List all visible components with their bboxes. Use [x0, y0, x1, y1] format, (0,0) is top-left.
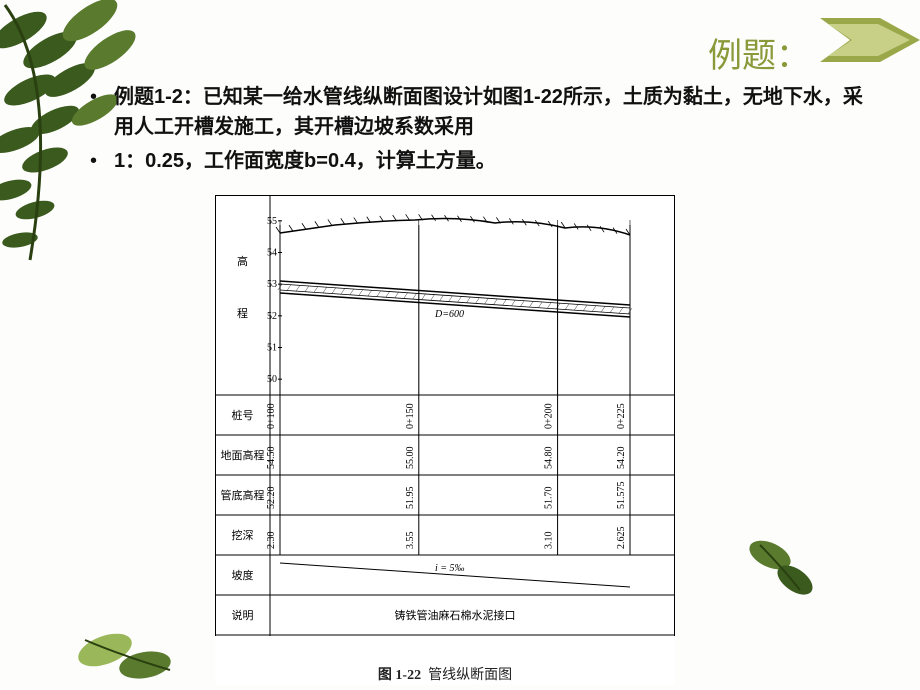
bullet-1: • 例题1-2：已知某一给水管线纵断面图设计如图1-22所示，土质为黏土，无地下… [90, 82, 870, 142]
leaf-bottom-left [70, 620, 190, 690]
svg-text:50: 50 [267, 374, 277, 385]
svg-text:55: 55 [267, 216, 277, 227]
bullet-dot: • [90, 82, 114, 142]
svg-text:54.50: 54.50 [266, 447, 277, 470]
svg-text:2.30: 2.30 [266, 532, 277, 550]
bullet-2: • 1：0.25，工作面宽度b=0.4，计算土方量。 [90, 146, 870, 176]
arrow-badge [820, 10, 920, 70]
svg-text:程: 程 [237, 307, 248, 320]
svg-text:0+100: 0+100 [266, 403, 277, 429]
svg-text:桩号: 桩号 [232, 408, 254, 422]
svg-text:54.80: 54.80 [544, 447, 555, 470]
svg-text:51.575: 51.575 [616, 482, 627, 510]
svg-text:54.20: 54.20 [616, 447, 627, 470]
svg-text:51: 51 [267, 343, 277, 354]
svg-text:55.00: 55.00 [405, 447, 416, 470]
svg-text:51.95: 51.95 [405, 487, 416, 510]
bullet-2-text: 1：0.25，工作面宽度b=0.4，计算土方量。 [114, 146, 870, 176]
svg-text:0+225: 0+225 [616, 403, 627, 429]
svg-text:52.20: 52.20 [266, 487, 277, 510]
svg-text:2.625: 2.625 [616, 527, 627, 550]
bullet-1-text: 例题1-2：已知某一给水管线纵断面图设计如图1-22所示，土质为黏土，无地下水，… [114, 82, 870, 142]
svg-text:说明: 说明 [232, 608, 254, 622]
svg-text:D=600: D=600 [434, 309, 464, 320]
svg-text:坡度: 坡度 [232, 568, 254, 582]
content-area: • 例题1-2：已知某一给水管线纵断面图设计如图1-22所示，土质为黏土，无地下… [90, 82, 870, 180]
svg-text:高: 高 [237, 254, 248, 268]
svg-text:铸铁管油麻石棉水泥接口: 铸铁管油麻石棉水泥接口 [395, 608, 516, 622]
svg-text:53: 53 [267, 279, 277, 290]
svg-text:52: 52 [267, 311, 277, 322]
leaf-mid-right [740, 530, 840, 610]
svg-text:地面高程: 地面高程 [221, 448, 265, 462]
bullet-dot: • [90, 146, 114, 176]
svg-text:i = 5‰: i = 5‰ [435, 563, 465, 574]
svg-text:51.70: 51.70 [544, 487, 555, 510]
svg-text:挖深: 挖深 [232, 528, 254, 542]
figure-profile: 高程 50 51 52 53 54 55 D=600 桩号 0+100 0+150 0+200 0+22… [215, 195, 675, 685]
svg-text:3.55: 3.55 [405, 532, 416, 550]
svg-text:0+150: 0+150 [405, 403, 416, 429]
svg-text:0+200: 0+200 [544, 403, 555, 429]
profile-chart: 高程 50 51 52 53 54 55 D=600 桩号 0+100 0+150 0+200 0+22… [215, 195, 675, 660]
figure-caption: 图 1-22 管线纵断面图 [215, 664, 675, 684]
svg-text:54: 54 [267, 248, 277, 259]
svg-text:3.10: 3.10 [544, 532, 555, 550]
svg-text:管底高程: 管底高程 [221, 488, 265, 502]
slide-title: 例题： [708, 28, 810, 77]
